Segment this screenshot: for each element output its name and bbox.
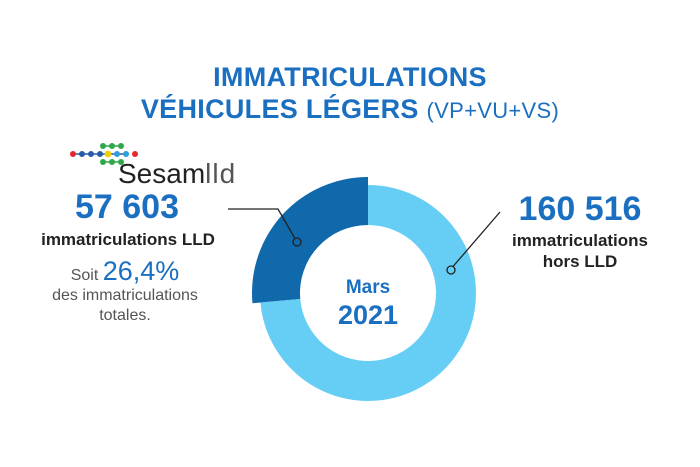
logo-wordmark: Sesamlld: [118, 158, 236, 190]
lld-percent: 26,4%: [102, 256, 180, 286]
title-subtitle: (VP+VU+VS): [426, 98, 560, 123]
leader-line-lld: [228, 208, 298, 243]
hors-label-line2: hors LLD: [542, 252, 618, 271]
hors-label-line1: immatriculations: [511, 231, 649, 250]
title-line-2: VÉHICULES LÉGERS (VP+VU+VS): [0, 94, 700, 125]
leader-marker-hors: [446, 265, 456, 275]
soit-text: Soit: [70, 267, 99, 284]
center-year: 2021: [337, 300, 399, 330]
lld-value: 57 603: [75, 188, 179, 226]
title-main: VÉHICULES LÉGERS: [140, 94, 419, 124]
leader-marker-lld: [292, 237, 302, 247]
sesamlld-logo-icon: [70, 143, 138, 165]
title-line-1: IMMATRICULATIONS: [213, 62, 487, 92]
leader-line-hors: [449, 211, 501, 271]
lld-share: Soit 26,4%: [40, 256, 210, 287]
center-month: Mars: [345, 277, 391, 298]
logo-main-text: Sesam: [118, 158, 206, 189]
hors-lld-value: 160 516: [518, 190, 642, 228]
lld-share-description: des immatriculations totales.: [52, 287, 198, 324]
lld-label: immatriculations LLD: [41, 230, 215, 249]
logo-suffix-text: lld: [205, 158, 237, 189]
donut-slice-lld: [251, 177, 368, 304]
hors-lld-label: immatriculations hors LLD: [495, 230, 665, 272]
donut-slice-hors-lld: [260, 185, 476, 401]
